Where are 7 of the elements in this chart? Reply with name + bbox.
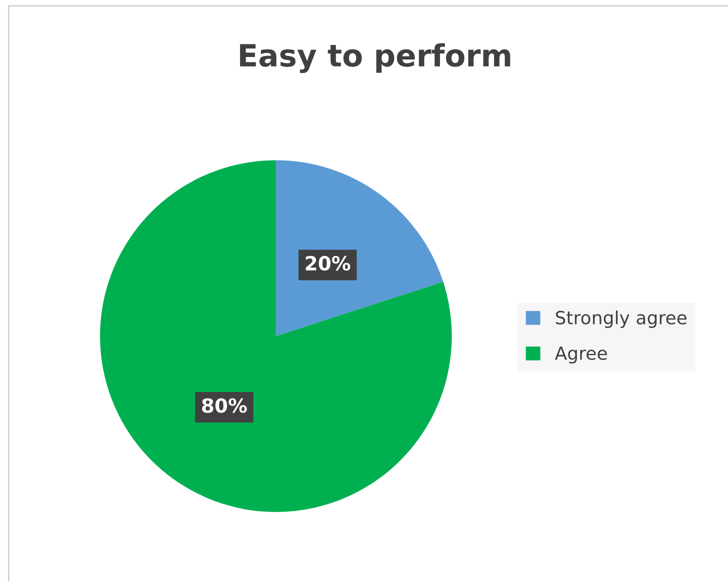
legend-label: Agree — [554, 346, 607, 364]
pie-slice — [276, 160, 444, 336]
legend-label: Strongly agree — [556, 310, 686, 328]
data-label: 20% — [306, 256, 350, 271]
chart-title: Easy to perform — [240, 43, 510, 74]
data-label: 80% — [202, 398, 247, 413]
pie-slice — [100, 160, 452, 512]
